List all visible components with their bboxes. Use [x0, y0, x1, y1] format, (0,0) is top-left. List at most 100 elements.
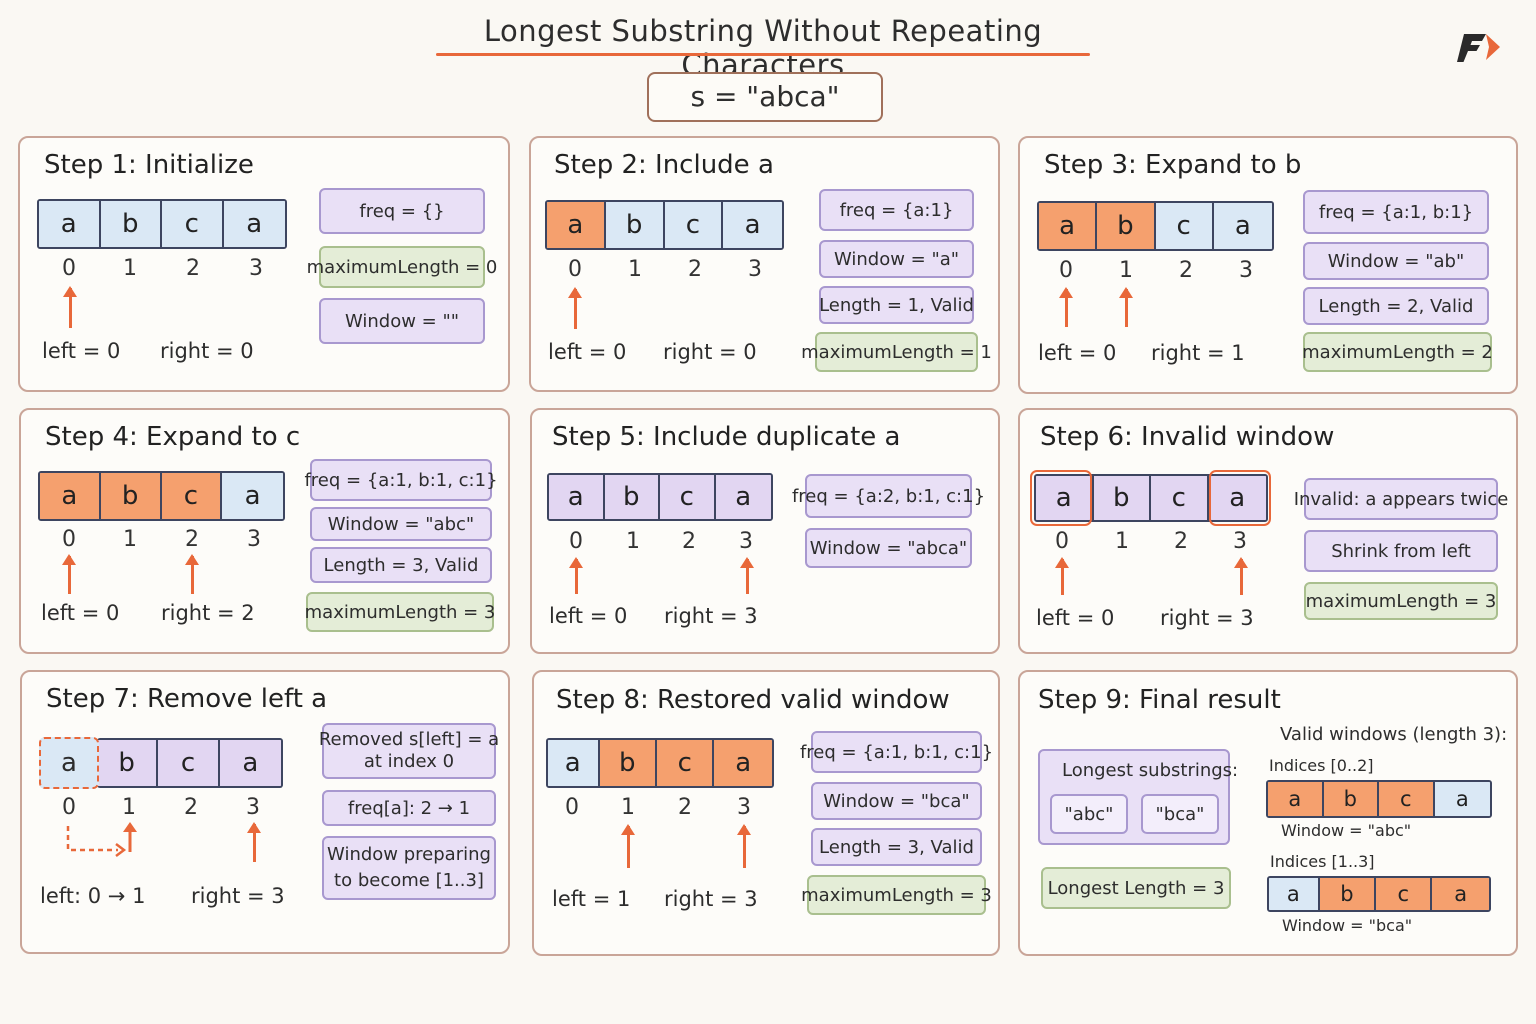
array-cell: c [1155, 203, 1214, 249]
max-length-tag: maximumLength = 3 [1304, 582, 1498, 620]
left-move-arrow-icon [66, 822, 137, 857]
index-label: 0 [568, 257, 582, 282]
longest-substrings-label: Longest substrings: [1062, 760, 1239, 781]
page-title: Longest Substring Without Repeating Char… [483, 14, 1043, 82]
freq-tag: freq = {a:1, b:1, c:1} [304, 459, 498, 501]
step-3-array: a b c a [1037, 201, 1274, 251]
index-label: 3 [737, 795, 751, 820]
left-pointer-label: left = 0 [548, 340, 627, 364]
freq-tag: freq = {a:1, b:1} [1303, 190, 1489, 234]
index-label: 3 [1233, 529, 1247, 554]
index-label: 3 [246, 795, 260, 820]
array-cell: a [1036, 476, 1094, 520]
step-4-array: a b c a [38, 471, 285, 521]
index-label: 1 [1115, 529, 1129, 554]
array-cell: b [97, 740, 159, 786]
step-1-title: Step 1: Initialize [44, 150, 254, 180]
valid-windows-heading: Valid windows (length 3): [1280, 724, 1508, 745]
removed-cell: a [39, 737, 99, 789]
index-label: 3 [1239, 258, 1253, 283]
index-label: 0 [62, 256, 76, 281]
pointer-arrow-icon [63, 286, 77, 328]
array-cell: a [39, 201, 101, 247]
window-bca-label: Window = "bca" [1282, 916, 1413, 935]
freq-tag: freq = {a:1} [819, 189, 974, 231]
right-pointer-label: right = 3 [1160, 606, 1254, 630]
pointer-arrow-icon [1119, 287, 1133, 327]
right-pointer-label: right = 3 [191, 884, 285, 908]
step-5-array: a b c a [547, 473, 773, 521]
array-cell: a [548, 740, 600, 786]
array-cell: a [547, 202, 606, 248]
array-cell: a [714, 740, 772, 786]
index-label: 3 [247, 527, 261, 552]
array-cell: b [599, 740, 658, 786]
index-label: 0 [62, 527, 76, 552]
window-tag-line-2: to become [1..3] [334, 870, 484, 891]
array-cell: c [1151, 476, 1209, 520]
left-pointer-label: left = 0 [42, 339, 121, 363]
max-length-tag: maximumLength = 3 [801, 875, 992, 915]
window-tag: Window = "abca" [805, 528, 972, 568]
right-pointer-label: right = 1 [1151, 341, 1245, 365]
step-2-array: a b c a [545, 200, 784, 250]
pointer-arrow-icon [247, 822, 261, 862]
pointer-arrow-icon [569, 557, 583, 594]
max-length-tag: maximumLength = 0 [307, 246, 497, 288]
array-cell: b [604, 475, 660, 519]
index-label: 1 [626, 529, 640, 554]
window-preparing-tag: Window preparing to become [1..3] [322, 836, 496, 900]
array-cell: b [1097, 203, 1156, 249]
duplicate-highlight [1209, 470, 1271, 526]
index-label: 1 [628, 257, 642, 282]
window-bca-array: a b c a [1267, 876, 1491, 912]
right-pointer-label: right = 0 [663, 340, 757, 364]
array-cell: b [605, 202, 665, 248]
step-7-array: b c a [97, 738, 283, 788]
removed-tag-line-2: at index 0 [363, 751, 455, 772]
array-cell: b [1323, 782, 1379, 816]
step-5-title: Step 5: Include duplicate a [552, 422, 901, 452]
step-4-title: Step 4: Expand to c [45, 422, 301, 452]
index-label: 2 [678, 795, 692, 820]
array-cell: c [657, 740, 715, 786]
array-cell: c [1379, 782, 1435, 816]
result-bca: "bca" [1141, 794, 1219, 834]
pointer-arrow-icon [1055, 557, 1069, 595]
longest-length-tag: Longest Length = 3 [1041, 867, 1231, 909]
pointer-arrow-icon [185, 554, 199, 594]
index-label: 2 [1179, 258, 1193, 283]
left-pointer-label: left = 0 [41, 601, 120, 625]
result-abc: "abc" [1050, 794, 1128, 834]
removed-cell-char: a [61, 748, 77, 778]
array-cell: a [1269, 878, 1320, 910]
pointer-arrow-icon [62, 554, 76, 594]
step-6-title: Step 6: Invalid window [1040, 422, 1335, 452]
window-tag: Window = "ab" [1303, 242, 1489, 280]
step-2-title: Step 2: Include a [554, 150, 774, 180]
window-tag: Window = "a" [819, 240, 974, 278]
right-pointer-label: right = 3 [664, 604, 758, 628]
right-pointer-label: right = 2 [161, 601, 255, 625]
pointer-arrow-icon [740, 557, 754, 594]
index-label: 1 [122, 795, 136, 820]
index-label: 1 [123, 256, 137, 281]
array-cell: c [158, 740, 220, 786]
indices-a-label: Indices [0..2] [1269, 756, 1374, 775]
array-cell: a [549, 475, 605, 519]
freq-tag: freq = {} [319, 188, 485, 234]
length-tag: Length = 3, Valid [310, 547, 492, 583]
removed-tag-line-1: Removed s[left] = a [318, 729, 500, 750]
array-cell: b [100, 473, 162, 519]
window-tag-line-1: Window preparing [327, 844, 491, 865]
index-label: 2 [682, 529, 696, 554]
pointer-arrow-icon [1059, 287, 1073, 327]
removed-tag: Removed s[left] = a at index 0 [318, 723, 500, 779]
index-label: 1 [1119, 258, 1133, 283]
left-pointer-label: left = 0 [549, 604, 628, 628]
length-tag: Length = 2, Valid [1303, 287, 1489, 325]
array-cell: b [100, 201, 162, 247]
index-label: 0 [569, 529, 583, 554]
index-label: 3 [748, 257, 762, 282]
array-cell: b [1093, 476, 1151, 520]
